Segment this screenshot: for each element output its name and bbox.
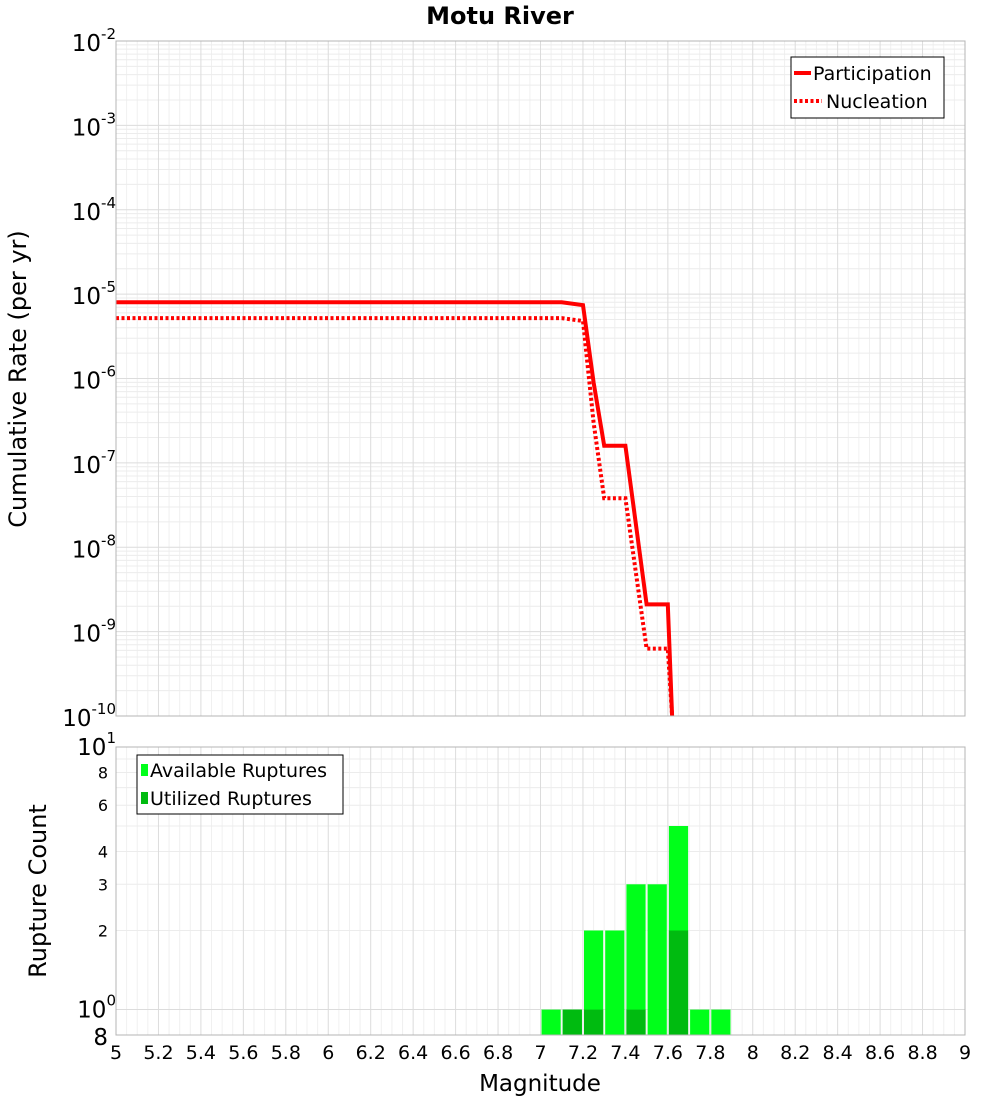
count-bars-group [541, 826, 731, 1035]
rate-y-tick-label: 10-6 [72, 363, 116, 395]
magnitude-x-tick-label: 6 [322, 1042, 334, 1064]
rate-y-tick-label: 10-5 [72, 278, 116, 310]
rate-legend: Participation Nucleation [790, 56, 945, 119]
magnitude-x-tick-label: 6.8 [483, 1042, 513, 1064]
magnitude-x-tick-label: 6.4 [398, 1042, 428, 1064]
chart-title: Motu River [426, 2, 574, 30]
magnitude-x-tick-label: 7 [534, 1042, 546, 1064]
rate-y-axis-label: Cumulative Rate (per yr) [4, 230, 32, 528]
bar-available [605, 930, 625, 1035]
legend-label-participation: Participation [813, 63, 932, 85]
series-line-participation [116, 300, 675, 717]
count-legend-box [136, 754, 344, 815]
rate-y-tick-label: 10-2 [72, 25, 116, 57]
magnitude-x-tick-label: 8.2 [780, 1042, 810, 1064]
bar-utilized [626, 1009, 646, 1035]
magnitude-x-tick-label: 5.4 [186, 1042, 216, 1064]
legend-label-nucleation: Nucleation [826, 91, 928, 113]
bar-utilized [584, 1009, 604, 1035]
rate-legend-box [790, 56, 945, 119]
count-y-tick-label: 4 [98, 842, 108, 861]
magnitude-x-tick-label: 7.8 [695, 1042, 725, 1064]
count-y-tick-label: 3 [98, 875, 108, 894]
magnitude-x-tick-label: 6.6 [440, 1042, 470, 1064]
magnitude-x-tick-label: 5.2 [143, 1042, 173, 1064]
count-y-tick-label: 100 [77, 992, 116, 1024]
legend-swatch-utilized [141, 792, 148, 804]
rate-series-group [116, 300, 675, 717]
series-line-nucleation [116, 316, 675, 717]
bar-available [626, 884, 646, 1035]
bar-utilized [668, 930, 689, 1035]
bar-available [711, 1009, 731, 1035]
bar-available [647, 884, 667, 1035]
x-axis-label: Magnitude [479, 1071, 601, 1097]
bar-utilized [562, 1009, 582, 1035]
count-y-axis-label: Rupture Count [24, 804, 52, 978]
rate-y-tick-label: 10-10 [62, 700, 116, 732]
magnitude-x-tick-label: 8.4 [823, 1042, 853, 1064]
rate-y-tick-label: 10-8 [72, 531, 116, 563]
count-y-tick-label: 8 [93, 1025, 108, 1051]
magnitude-x-tick-label: 8 [747, 1042, 759, 1064]
bar-available [584, 930, 604, 1035]
magnitude-x-tick-label: 7.6 [653, 1042, 683, 1064]
magnitude-x-tick-label: 9 [959, 1042, 971, 1064]
rate-y-tick-label: 10-4 [72, 194, 116, 226]
magnitude-x-tick-label: 7.4 [610, 1042, 640, 1064]
rate-y-ticks: 10-10 10-9 10-8 10-7 10-6 10-5 10-4 10-3 10-2 [62, 25, 116, 732]
bar-available [690, 1009, 710, 1035]
rate-y-tick-label: 10-7 [72, 447, 116, 479]
bar-available [541, 1009, 561, 1035]
magnitude-x-tick-label: 5 [110, 1042, 122, 1064]
count-panel: 8 6 4 3 2 100 101 8 5 5.2 5.4 5.6 5.8 6 6.2 6.4 6.6 6.8 7… [24, 729, 971, 1097]
legend-label-available: Available Ruptures [150, 760, 327, 782]
count-y-tick-label: 2 [98, 922, 108, 941]
legend-swatch-available [141, 764, 148, 776]
legend-label-utilized: Utilized Ruptures [150, 788, 312, 810]
magnitude-x-tick-label: 8.8 [907, 1042, 937, 1064]
count-legend: Available Ruptures Utilized Ruptures [136, 754, 344, 815]
count-major-grid [115, 746, 966, 1035]
rate-panel: 10-10 10-9 10-8 10-7 10-6 10-5 10-4 10-3 10-2 Mo… [4, 2, 966, 732]
count-y-ticks: 8 6 4 3 2 100 101 8 [77, 729, 116, 1051]
rate-y-tick-label: 10-3 [72, 109, 116, 141]
count-plot-frame [115, 746, 966, 1036]
rate-major-grid [115, 41, 966, 717]
rate-plot-frame [115, 40, 966, 717]
magnitude-x-tick-label: 8.6 [865, 1042, 895, 1064]
count-y-tick-label: 6 [98, 796, 108, 815]
magnitude-x-ticks: 5 5.2 5.4 5.6 5.8 6 6.2 6.4 6.6 6.8 7 7.2 7.4 7.6 7.8 8… [110, 1042, 971, 1064]
magnitude-x-tick-label: 5.8 [271, 1042, 301, 1064]
magnitude-x-tick-label: 6.2 [356, 1042, 386, 1064]
count-y-tick-label: 8 [98, 763, 108, 782]
count-y-tick-label: 101 [77, 729, 116, 761]
rate-y-tick-label: 10-9 [72, 616, 116, 648]
magnitude-x-tick-label: 5.6 [228, 1042, 258, 1064]
magnitude-x-tick-label: 7.2 [568, 1042, 598, 1064]
